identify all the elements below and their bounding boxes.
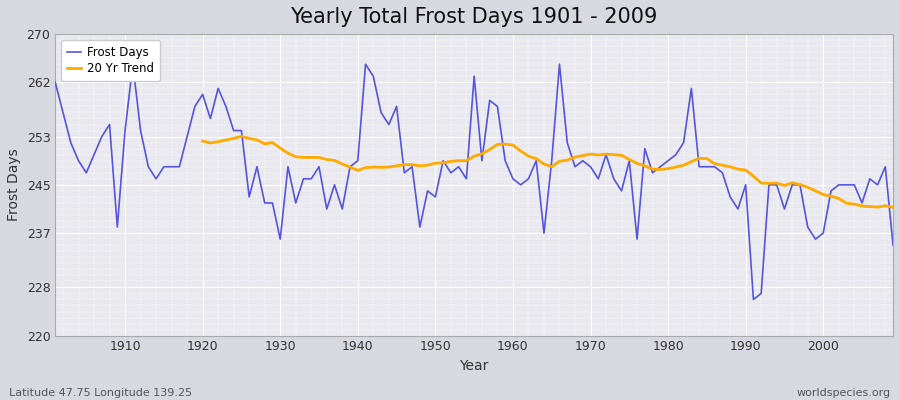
Legend: Frost Days, 20 Yr Trend: Frost Days, 20 Yr Trend bbox=[61, 40, 160, 81]
20 Yr Trend bbox=[414, 164, 425, 168]
Text: worldspecies.org: worldspecies.org bbox=[796, 388, 891, 398]
Frost Days bbox=[608, 176, 619, 181]
Frost Days bbox=[887, 243, 898, 248]
Frost Days bbox=[128, 62, 139, 67]
20 Yr Trend bbox=[236, 134, 247, 139]
Frost Days bbox=[50, 80, 60, 85]
Line: Frost Days: Frost Days bbox=[55, 64, 893, 300]
Frost Days bbox=[516, 182, 526, 187]
20 Yr Trend bbox=[795, 182, 806, 187]
20 Yr Trend bbox=[197, 139, 208, 144]
Frost Days bbox=[508, 176, 518, 181]
Text: Latitude 47.75 Longitude 139.25: Latitude 47.75 Longitude 139.25 bbox=[9, 388, 192, 398]
Title: Yearly Total Frost Days 1901 - 2009: Yearly Total Frost Days 1901 - 2009 bbox=[291, 7, 658, 27]
20 Yr Trend bbox=[298, 155, 309, 160]
Frost Days bbox=[112, 225, 122, 230]
Y-axis label: Frost Days: Frost Days bbox=[7, 148, 21, 221]
X-axis label: Year: Year bbox=[460, 359, 489, 373]
Frost Days bbox=[291, 200, 302, 205]
Frost Days bbox=[748, 297, 759, 302]
20 Yr Trend bbox=[887, 205, 898, 210]
Frost Days bbox=[337, 206, 347, 211]
20 Yr Trend bbox=[779, 183, 790, 188]
Line: 20 Yr Trend: 20 Yr Trend bbox=[202, 136, 893, 208]
20 Yr Trend bbox=[864, 204, 875, 209]
20 Yr Trend bbox=[686, 159, 697, 164]
